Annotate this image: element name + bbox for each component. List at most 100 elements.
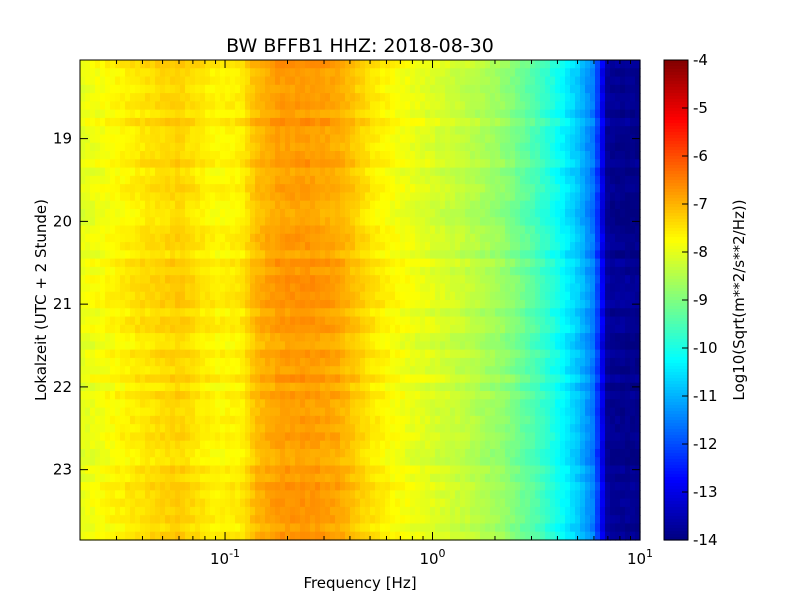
heatmap-cell xyxy=(540,76,546,86)
heatmap-cell xyxy=(300,76,306,86)
heatmap-cell xyxy=(140,142,146,152)
heatmap-cell xyxy=(215,349,221,359)
heatmap-cell xyxy=(620,291,626,301)
heatmap-cell xyxy=(130,250,136,260)
heatmap-cell xyxy=(85,142,91,152)
heatmap-cell xyxy=(465,382,471,392)
heatmap-cell xyxy=(135,225,141,235)
heatmap-cell xyxy=(345,391,351,400)
heatmap-cell xyxy=(205,60,211,69)
heatmap-cell xyxy=(190,391,196,400)
heatmap-cell xyxy=(300,399,306,409)
heatmap-cell xyxy=(435,233,441,243)
heatmap-cell xyxy=(405,349,411,359)
heatmap-cell xyxy=(495,175,501,185)
heatmap-cell xyxy=(390,117,396,127)
heatmap-cell xyxy=(185,357,191,367)
heatmap-cell xyxy=(570,341,576,351)
heatmap-cell xyxy=(505,300,511,309)
heatmap-cell xyxy=(110,76,116,86)
heatmap-cell xyxy=(370,151,376,160)
heatmap-cell xyxy=(400,308,406,318)
heatmap-cell xyxy=(585,167,591,177)
heatmap-cell xyxy=(555,175,561,185)
heatmap-cell xyxy=(80,126,86,136)
heatmap-cell xyxy=(140,60,146,69)
heatmap-cell xyxy=(435,126,441,136)
heatmap-cell xyxy=(445,275,451,285)
heatmap-cell xyxy=(225,308,231,318)
heatmap-cell xyxy=(420,382,426,392)
heatmap-cell xyxy=(110,225,116,235)
heatmap-cell xyxy=(215,93,221,102)
heatmap-cell xyxy=(495,109,501,119)
heatmap-cell xyxy=(150,208,156,218)
heatmap-cell xyxy=(575,208,581,218)
heatmap-cell xyxy=(455,134,461,144)
heatmap-cell xyxy=(440,291,446,301)
heatmap-cell xyxy=(130,159,136,169)
heatmap-cell xyxy=(215,184,221,194)
heatmap-cell xyxy=(380,101,386,111)
heatmap-cell xyxy=(490,366,496,376)
heatmap-cell xyxy=(400,424,406,434)
heatmap-cell xyxy=(275,101,281,111)
heatmap-cell xyxy=(360,225,366,235)
heatmap-cell xyxy=(445,167,451,177)
heatmap-cell xyxy=(265,266,271,276)
heatmap-cell xyxy=(80,407,86,417)
heatmap-cell xyxy=(470,225,476,235)
heatmap-cell xyxy=(220,366,226,376)
heatmap-cell xyxy=(140,159,146,169)
heatmap-cell xyxy=(340,208,346,218)
heatmap-cell xyxy=(120,142,126,152)
heatmap-cell xyxy=(345,159,351,169)
heatmap-cell xyxy=(335,126,341,136)
heatmap-cell xyxy=(365,266,371,276)
heatmap-cell xyxy=(215,233,221,243)
heatmap-cell xyxy=(200,349,206,359)
heatmap-cell xyxy=(385,258,391,268)
heatmap-cell xyxy=(120,134,126,144)
heatmap-cell xyxy=(330,192,336,202)
heatmap-cell xyxy=(470,217,476,227)
heatmap-cell xyxy=(575,225,581,235)
heatmap-cell xyxy=(550,109,556,119)
heatmap-cell xyxy=(625,217,631,227)
heatmap-cell xyxy=(600,167,606,177)
heatmap-cell xyxy=(380,68,386,78)
heatmap-cell xyxy=(350,101,356,111)
heatmap-cell xyxy=(190,192,196,202)
heatmap-cell xyxy=(530,391,536,400)
heatmap-cell xyxy=(200,68,206,78)
heatmap-cell xyxy=(435,134,441,144)
heatmap-cell xyxy=(225,134,231,144)
heatmap-cell xyxy=(230,250,236,260)
heatmap-cell xyxy=(405,109,411,119)
heatmap-cell xyxy=(310,109,316,119)
heatmap-cell xyxy=(615,357,621,367)
heatmap-cell xyxy=(485,151,491,160)
heatmap-cell xyxy=(170,167,176,177)
heatmap-cell xyxy=(590,126,596,136)
heatmap-cell xyxy=(130,76,136,86)
heatmap-cell xyxy=(275,374,281,384)
heatmap-cell xyxy=(390,126,396,136)
heatmap-cell xyxy=(390,316,396,326)
heatmap-cell xyxy=(190,300,196,309)
heatmap-cell xyxy=(390,109,396,119)
heatmap-cell xyxy=(335,167,341,177)
heatmap-cell xyxy=(550,175,556,185)
heatmap-cell xyxy=(350,126,356,136)
heatmap-cell xyxy=(310,357,316,367)
heatmap-cell xyxy=(90,324,96,334)
heatmap-cell xyxy=(545,225,551,235)
heatmap-cell xyxy=(315,233,321,243)
heatmap-cell xyxy=(470,374,476,384)
heatmap-cell xyxy=(130,126,136,136)
heatmap-cell xyxy=(180,308,186,318)
heatmap-cell xyxy=(550,250,556,260)
heatmap-cell xyxy=(310,291,316,301)
heatmap-cell xyxy=(550,415,556,425)
heatmap-cell xyxy=(550,291,556,301)
